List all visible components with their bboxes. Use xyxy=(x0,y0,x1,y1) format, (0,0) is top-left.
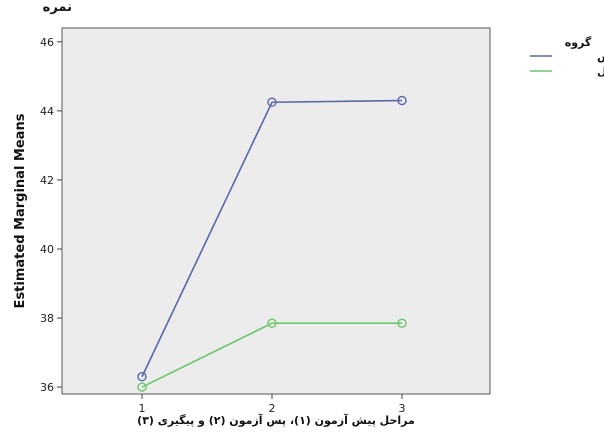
series-2 xyxy=(137,318,407,392)
legend: گروه آزمایش کنترل xyxy=(530,36,604,78)
legend-label-2: کنترل xyxy=(597,65,604,78)
data-point-s1-3 xyxy=(397,95,407,106)
series-line-1 xyxy=(141,99,403,378)
legend-label-1: آزمایش xyxy=(597,49,604,63)
legend-items: آزمایش کنترل xyxy=(530,49,604,78)
data-point-s2-2 xyxy=(267,318,277,328)
data-point-s2-1 xyxy=(137,382,147,392)
x-axis-title: مراحل پیش آزمون (۱)، پس آزمون (۲) و پیگی… xyxy=(137,413,415,427)
y-axis-title: Estimated Marginal Means xyxy=(13,113,28,308)
data-point-s2-3 xyxy=(397,318,407,328)
series-layer xyxy=(137,95,407,392)
data-point-s1-2 xyxy=(267,97,277,107)
x-tick-label-3: 3 xyxy=(399,402,406,415)
y-axis: 36 38 40 42 44 46 xyxy=(40,36,62,394)
plot-area xyxy=(61,27,491,395)
y-tick-label-46: 46 xyxy=(40,36,54,49)
data-point-s1-1 xyxy=(137,372,147,382)
y-tick-label-40: 40 xyxy=(40,243,54,256)
y-tick-label-36: 36 xyxy=(40,381,54,394)
y-tick-label-42: 42 xyxy=(40,174,54,187)
legend-title: گروه xyxy=(565,36,592,49)
y-tick-label-44: 44 xyxy=(40,105,54,118)
chart-title: نمره xyxy=(43,0,72,15)
y-tick-label-38: 38 xyxy=(40,312,54,325)
series-1 xyxy=(137,95,407,382)
x-tick-label-2: 2 xyxy=(269,402,276,415)
x-tick-label-1: 1 xyxy=(139,402,146,415)
series-line-2 xyxy=(141,322,402,388)
x-axis: 1 2 3 xyxy=(139,394,406,415)
